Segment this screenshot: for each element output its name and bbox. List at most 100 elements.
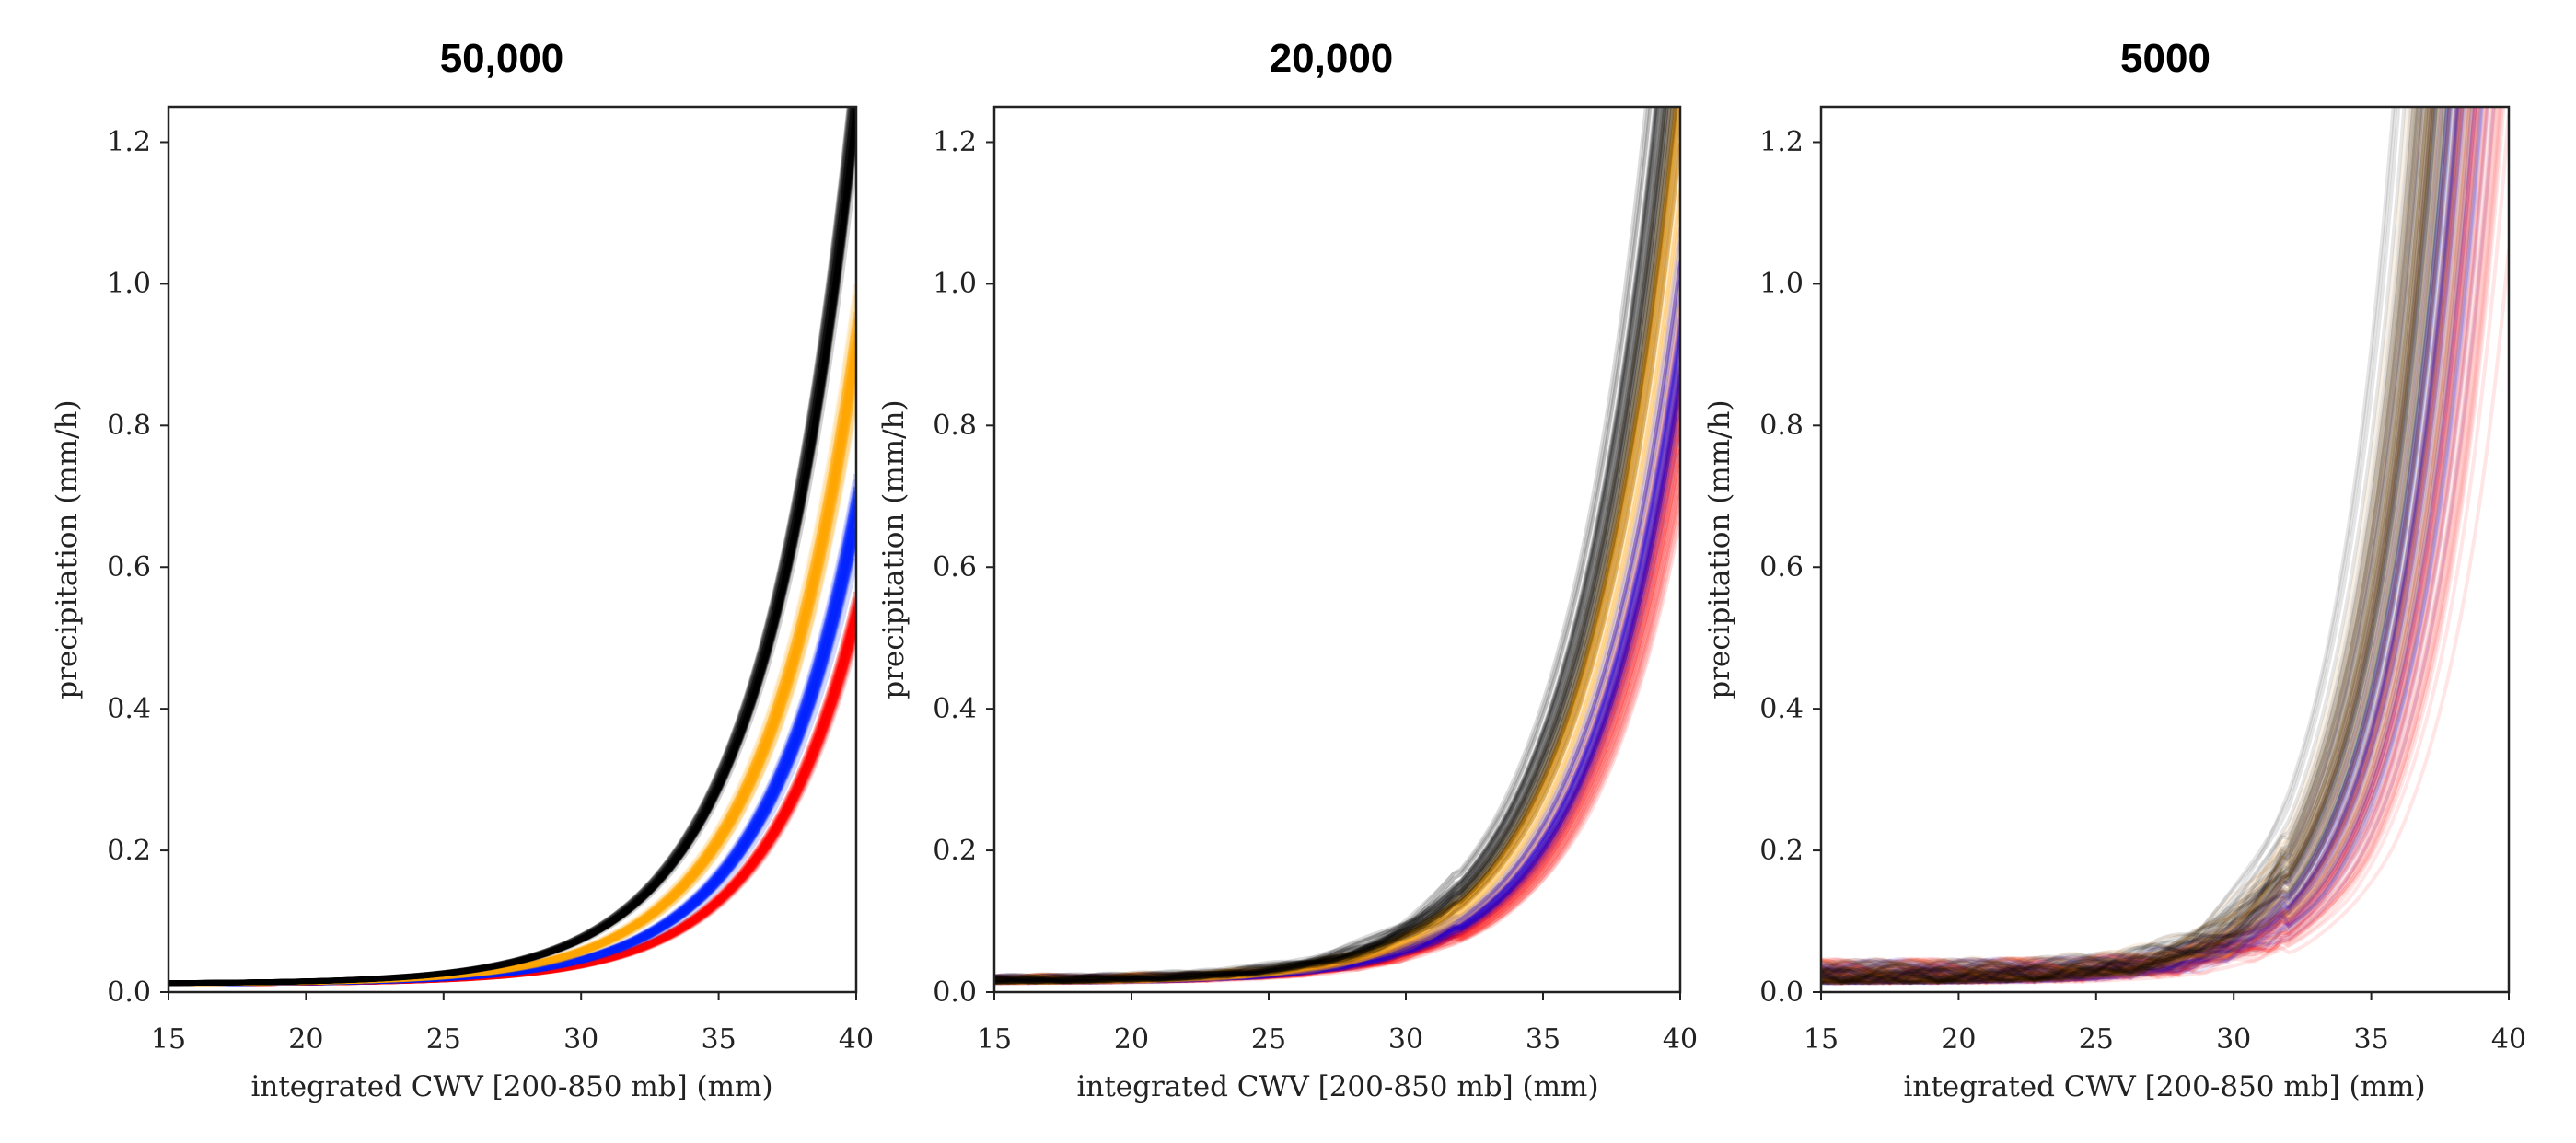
ensemble-line-orange	[168, 338, 856, 987]
x-tick-label: 35	[702, 1023, 737, 1056]
ensemble-line-red	[168, 640, 856, 987]
ensemble-curves	[168, 107, 856, 987]
ensemble-line-orange	[1821, 107, 2428, 985]
ensemble-line-blue	[168, 479, 856, 987]
ensemble-line-blue	[994, 426, 1680, 986]
ensemble-line-black	[994, 107, 1661, 985]
x-tick-label: 25	[426, 1023, 461, 1056]
ensemble-line-blue	[994, 398, 1680, 986]
ensemble-line-orange	[1821, 107, 2445, 984]
ensemble-line-black	[168, 109, 856, 987]
ensemble-line-orange	[994, 107, 1677, 985]
ensemble-line-orange	[994, 107, 1677, 986]
x-tick-label: 35	[2354, 1023, 2389, 1056]
ensemble-line-red	[994, 476, 1680, 986]
ensemble-line-black	[1821, 107, 2444, 986]
ensemble-line-orange	[168, 342, 856, 987]
ensemble-line-blue	[168, 516, 856, 987]
ensemble-line-orange	[168, 359, 856, 987]
ensemble-line-red	[994, 304, 1680, 985]
ensemble-line-orange	[168, 335, 856, 987]
ensemble-line-black	[1821, 107, 2438, 984]
ensemble-line-blue	[1821, 107, 2496, 986]
ensemble-line-black	[168, 107, 856, 987]
ensemble-line-black	[994, 107, 1667, 985]
ensemble-line-red	[1821, 107, 2486, 986]
ensemble-line-black	[994, 107, 1659, 986]
ensemble-line-black	[994, 107, 1678, 985]
ensemble-line-blue	[994, 383, 1680, 985]
ensemble-line-orange	[1821, 107, 2452, 986]
ensemble-line-red	[1821, 107, 2459, 986]
ensemble-line-blue	[1821, 107, 2443, 985]
ensemble-line-red	[1821, 107, 2480, 986]
ensemble-line-red	[994, 434, 1680, 986]
ensemble-line-black	[1821, 107, 2431, 986]
ensemble-line-blue	[168, 495, 856, 987]
ensemble-line-blue	[994, 336, 1680, 985]
ensemble-line-black	[168, 111, 856, 987]
ensemble-line-black	[1821, 107, 2429, 984]
ensemble-line-blue	[1821, 107, 2483, 986]
ensemble-line-black	[168, 107, 855, 987]
ensemble-line-black	[994, 107, 1651, 984]
ensemble-line-black	[994, 107, 1664, 985]
ensemble-line-blue	[168, 512, 856, 987]
x-tick-label: 30	[563, 1023, 598, 1056]
ensemble-line-orange	[168, 317, 856, 987]
y-tick-label: 0.6	[1759, 551, 1804, 583]
ensemble-line-blue	[1821, 107, 2484, 984]
ensemble-line-black	[994, 107, 1677, 985]
ensemble-line-blue	[168, 503, 856, 987]
ensemble-line-blue	[994, 326, 1680, 986]
ensemble-line-red	[168, 597, 856, 987]
ensemble-line-orange	[1821, 107, 2436, 985]
x-axis-label: integrated CWV [200-850 mb] (mm)	[1076, 1070, 1598, 1103]
ensemble-line-blue	[1821, 107, 2423, 986]
ensemble-line-blue	[168, 531, 856, 987]
ensemble-line-orange	[994, 240, 1680, 986]
ensemble-line-red	[1821, 107, 2472, 986]
ensemble-line-orange	[1821, 107, 2443, 986]
ensemble-line-black	[994, 107, 1672, 985]
ensemble-line-blue	[994, 294, 1680, 986]
ensemble-line-blue	[1821, 107, 2450, 986]
ensemble-line-orange	[994, 293, 1680, 985]
ensemble-line-black	[994, 107, 1675, 985]
ensemble-line-black	[994, 110, 1680, 985]
ensemble-line-red	[168, 605, 856, 987]
ensemble-line-orange	[994, 107, 1674, 985]
ensemble-line-orange	[1821, 107, 2423, 986]
ensemble-line-red	[168, 596, 856, 987]
ensemble-line-black	[168, 107, 855, 987]
ensemble-line-black	[1821, 107, 2432, 986]
ensemble-line-black	[1821, 107, 2447, 985]
ensemble-line-black	[168, 107, 856, 987]
ensemble-line-black	[168, 132, 856, 987]
ensemble-line-blue	[1821, 107, 2460, 986]
ensemble-line-orange	[168, 283, 856, 987]
ensemble-line-black	[1821, 107, 2419, 986]
ensemble-line-orange	[168, 337, 856, 987]
ensemble-line-red	[994, 365, 1680, 986]
ensemble-line-blue	[1821, 107, 2443, 984]
ensemble-line-blue	[168, 505, 856, 987]
ensemble-line-blue	[1821, 107, 2458, 986]
ensemble-line-black	[994, 107, 1669, 985]
ensemble-line-red	[994, 392, 1680, 985]
ensemble-line-red	[1821, 107, 2501, 985]
ensemble-line-blue	[1821, 107, 2471, 986]
ensemble-line-blue	[168, 527, 856, 987]
ensemble-line-orange	[1821, 107, 2436, 984]
ensemble-line-red	[1821, 107, 2476, 986]
ensemble-line-blue	[1821, 107, 2459, 984]
ensemble-line-red	[1821, 107, 2452, 985]
ensemble-line-blue	[994, 330, 1680, 985]
ensemble-line-blue	[168, 500, 856, 987]
ensemble-line-black	[1821, 107, 2447, 986]
ensemble-line-blue	[994, 375, 1680, 985]
ensemble-line-black	[1821, 107, 2440, 985]
tick-marks	[160, 141, 857, 1000]
ensemble-line-black	[994, 107, 1667, 985]
ensemble-line-black	[1821, 107, 2401, 985]
